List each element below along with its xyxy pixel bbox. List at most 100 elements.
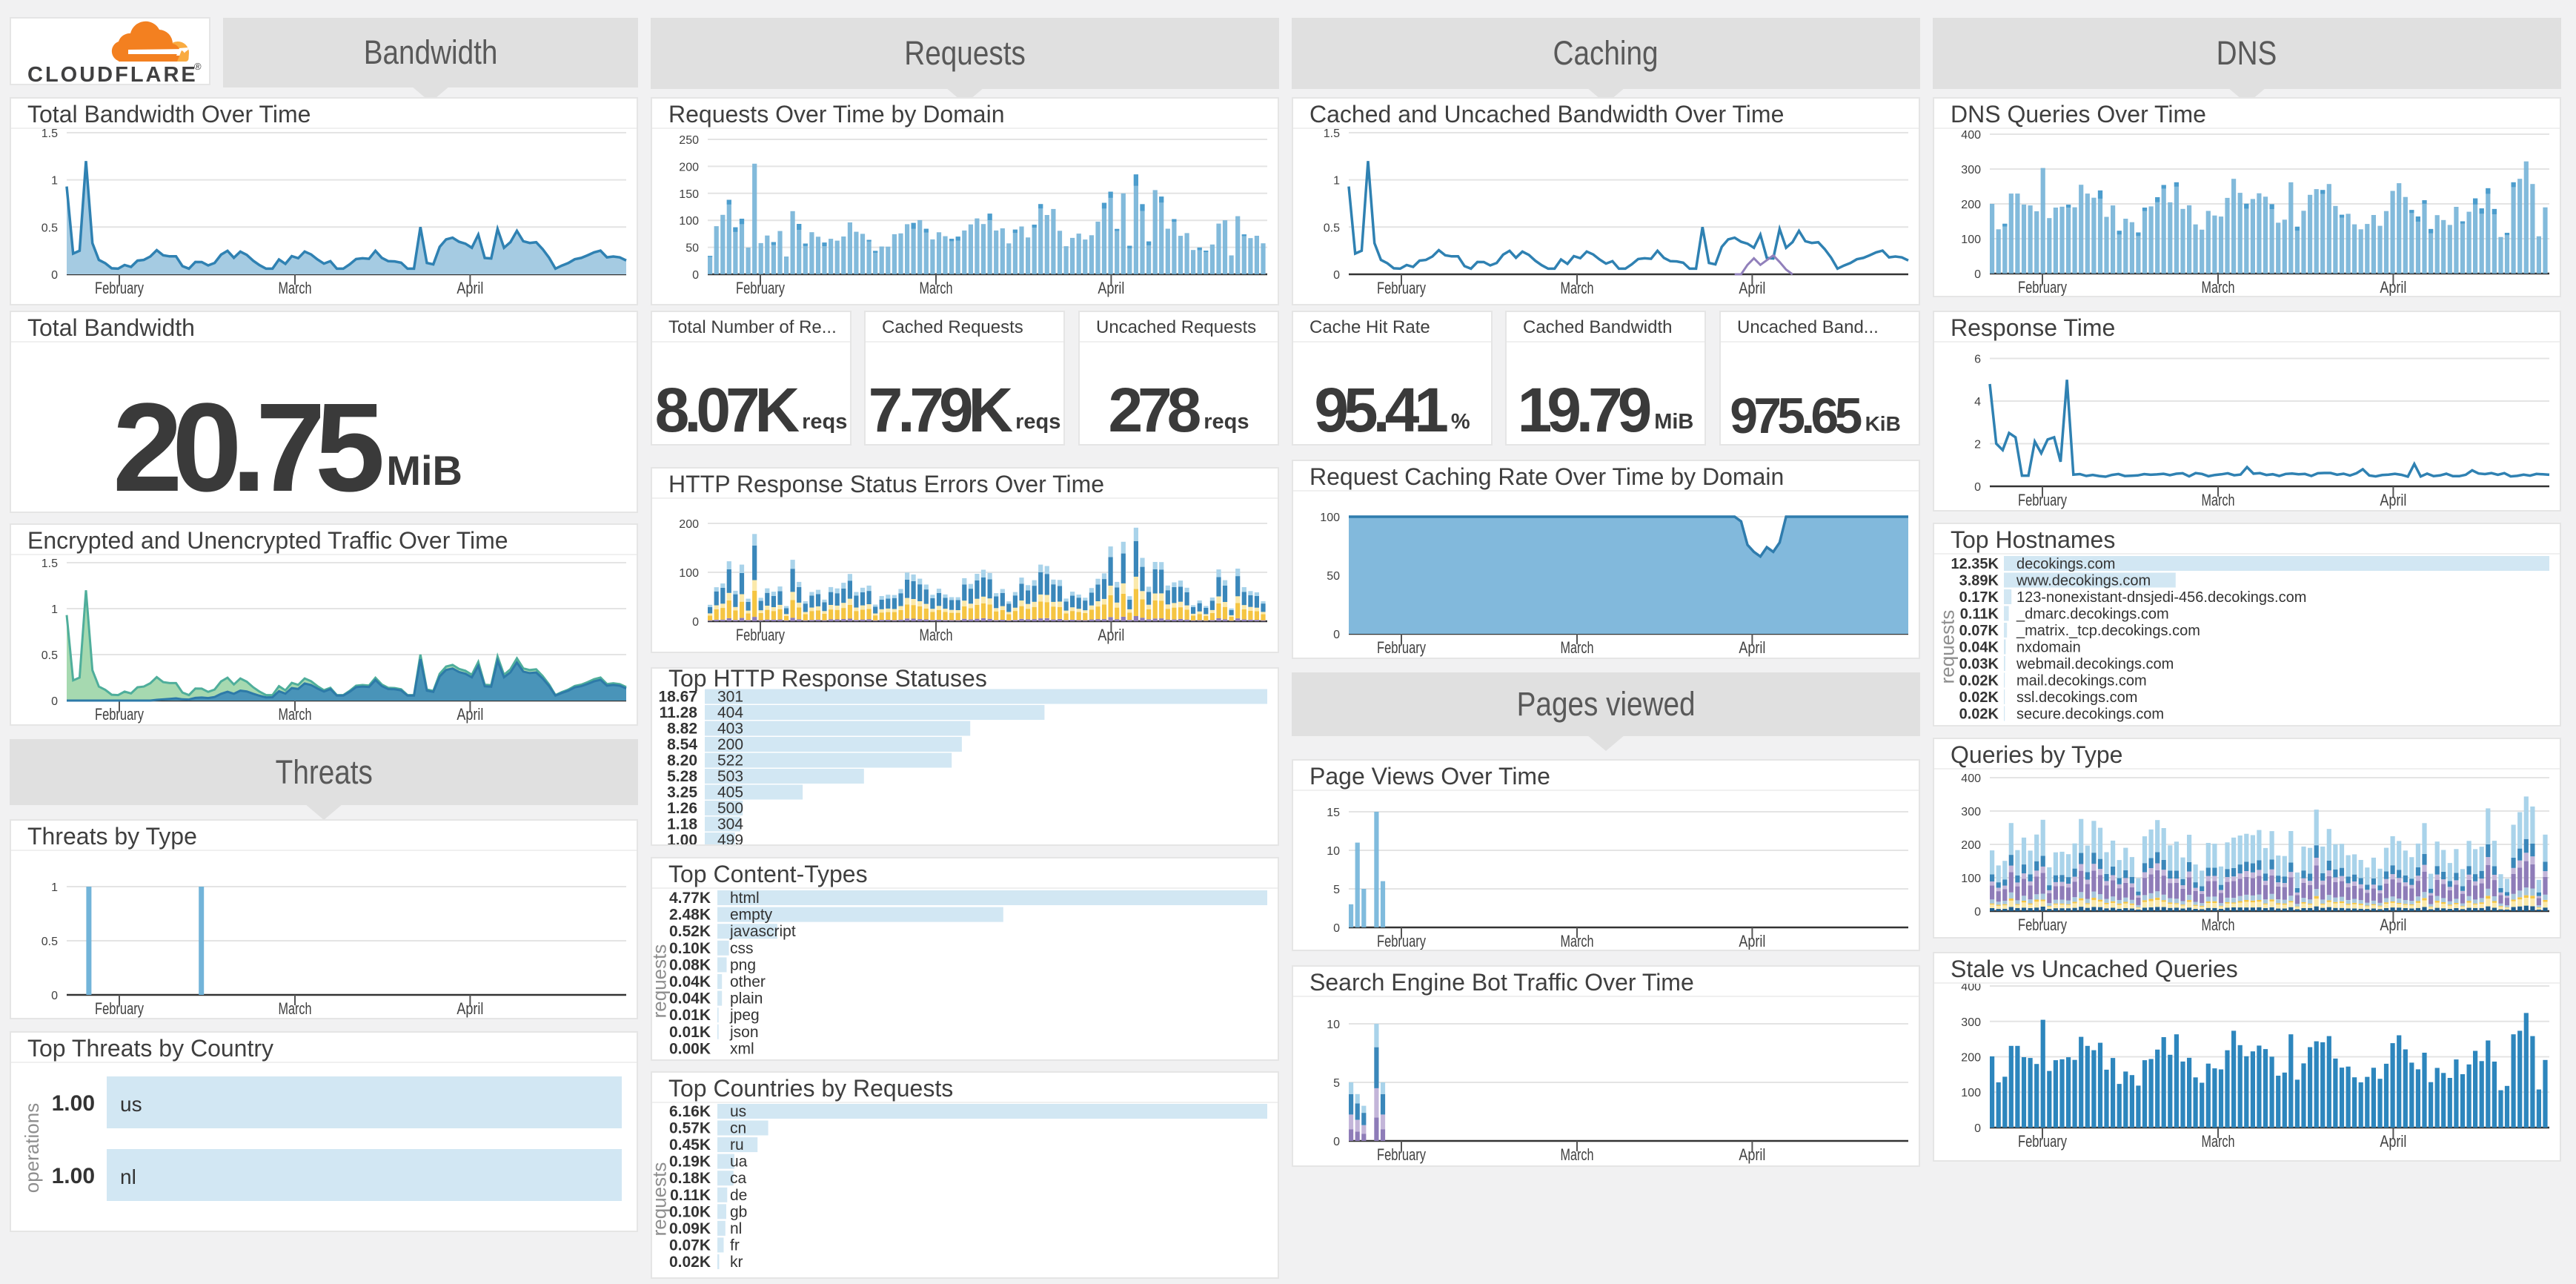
svg-text:400: 400: [1961, 772, 1981, 785]
svg-text:4: 4: [1974, 396, 1981, 408]
svg-text:0: 0: [1974, 1122, 1981, 1135]
svg-text:15: 15: [1327, 807, 1340, 819]
svg-text:fr: fr: [730, 1237, 740, 1254]
svg-text:5: 5: [1333, 1077, 1340, 1090]
svg-text:0.04K: 0.04K: [1959, 640, 1999, 656]
svg-text:0.19K: 0.19K: [669, 1154, 711, 1171]
svg-text:0.04K: 0.04K: [669, 973, 711, 990]
svg-text:11.28: 11.28: [660, 704, 698, 721]
svg-text:nl: nl: [730, 1220, 742, 1237]
svg-text:5: 5: [1333, 884, 1340, 896]
svg-text:503: 503: [717, 768, 743, 785]
svg-text:0: 0: [1333, 1136, 1340, 1148]
svg-text:March: March: [1561, 638, 1594, 657]
svg-text:0.01K: 0.01K: [669, 1007, 711, 1024]
svg-text:0.04K: 0.04K: [669, 990, 711, 1007]
svg-text:March: March: [2202, 491, 2235, 509]
svg-text:0.45K: 0.45K: [669, 1136, 711, 1154]
svg-text:8.54: 8.54: [667, 736, 697, 753]
svg-text:250: 250: [679, 134, 699, 147]
svg-text:March: March: [1561, 279, 1594, 297]
svg-text:April: April: [2380, 491, 2406, 509]
svg-text:February: February: [1377, 1145, 1426, 1164]
svg-text:300: 300: [1961, 1016, 1981, 1029]
svg-text:April: April: [1739, 279, 1765, 297]
svg-text:0.5: 0.5: [42, 222, 58, 234]
svg-text:18.67: 18.67: [658, 689, 697, 706]
svg-text:0.01K: 0.01K: [669, 1024, 711, 1041]
svg-text:200: 200: [1961, 1052, 1981, 1065]
svg-text:499: 499: [717, 832, 743, 844]
svg-text:0.5: 0.5: [42, 936, 58, 948]
svg-text:100: 100: [1961, 1087, 1981, 1099]
svg-text:CLOUDFLARE: CLOUDFLARE: [27, 63, 198, 84]
svg-text:405: 405: [717, 784, 743, 801]
svg-text:200: 200: [679, 161, 699, 173]
svg-text:0.11K: 0.11K: [670, 1187, 711, 1204]
svg-text:0.18K: 0.18K: [669, 1170, 711, 1187]
svg-text:404: 404: [717, 704, 743, 721]
svg-text:0.08K: 0.08K: [669, 956, 711, 973]
svg-text:0.10K: 0.10K: [669, 1203, 711, 1220]
svg-text:ca: ca: [730, 1170, 747, 1187]
svg-text:0: 0: [692, 616, 699, 629]
svg-text:February: February: [2018, 491, 2067, 509]
svg-text:March: March: [1561, 1145, 1594, 1164]
svg-text:100: 100: [1961, 873, 1981, 885]
svg-text:1.00: 1.00: [667, 832, 697, 844]
svg-text:200: 200: [1961, 199, 1981, 211]
svg-text:0.07K: 0.07K: [669, 1237, 711, 1254]
svg-text:0: 0: [51, 695, 58, 708]
svg-text:100: 100: [1961, 234, 1981, 246]
svg-text:0.02K: 0.02K: [1959, 706, 1999, 723]
svg-text:0: 0: [51, 990, 58, 1002]
svg-text:1.5: 1.5: [42, 128, 58, 140]
svg-text:0: 0: [1974, 268, 1981, 281]
svg-text:March: March: [2202, 916, 2235, 934]
svg-text:png: png: [730, 956, 756, 973]
svg-text:400: 400: [1961, 981, 1981, 993]
svg-text:150: 150: [679, 188, 699, 201]
svg-text:April: April: [2380, 916, 2406, 934]
svg-text:0: 0: [1974, 481, 1981, 494]
svg-text:0.17K: 0.17K: [1959, 589, 1999, 606]
svg-text:April: April: [2380, 1132, 2406, 1151]
svg-text:other: other: [730, 973, 766, 990]
svg-text:_dmarc.decokings.com: _dmarc.decokings.com: [2016, 606, 2169, 623]
svg-text:March: March: [920, 279, 953, 297]
svg-text:200: 200: [717, 736, 743, 753]
svg-text:300: 300: [1961, 806, 1981, 818]
svg-text:decokings.com: decokings.com: [2016, 556, 2115, 572]
svg-text:cn: cn: [730, 1120, 746, 1137]
svg-text:February: February: [2018, 916, 2067, 934]
svg-text:April: April: [1098, 626, 1124, 644]
svg-text:123-nonexistant-dnsjedi-456.de: 123-nonexistant-dnsjedi-456.decokings.co…: [2016, 589, 2306, 606]
svg-text:css: css: [730, 940, 754, 957]
svg-text:6.16K: 6.16K: [669, 1103, 711, 1120]
svg-text:0: 0: [1974, 906, 1981, 919]
svg-text:February: February: [1377, 932, 1426, 950]
svg-text:April: April: [1739, 638, 1765, 657]
svg-text:March: March: [279, 999, 312, 1018]
svg-text:1: 1: [1333, 175, 1340, 188]
svg-text:400: 400: [1961, 129, 1981, 142]
svg-text:February: February: [95, 999, 144, 1018]
svg-text:html: html: [730, 890, 760, 907]
svg-text:February: February: [1377, 279, 1426, 297]
svg-text:empty: empty: [730, 907, 773, 924]
svg-text:10: 10: [1327, 1019, 1340, 1031]
svg-text:March: March: [2202, 1132, 2235, 1151]
svg-text:March: March: [920, 626, 953, 644]
svg-text:February: February: [2018, 278, 2067, 296]
svg-text:April: April: [1098, 279, 1124, 297]
svg-text:403: 403: [717, 721, 743, 738]
svg-text:3.25: 3.25: [667, 784, 697, 801]
svg-text:8.82: 8.82: [667, 721, 697, 738]
svg-text:2: 2: [1974, 439, 1981, 451]
svg-text:March: March: [2202, 278, 2235, 296]
svg-text:0: 0: [51, 269, 58, 282]
svg-text:3.89K: 3.89K: [1959, 573, 1999, 589]
svg-text:nl: nl: [120, 1165, 136, 1188]
svg-text:April: April: [1739, 1145, 1765, 1164]
svg-text:100: 100: [1320, 512, 1340, 524]
